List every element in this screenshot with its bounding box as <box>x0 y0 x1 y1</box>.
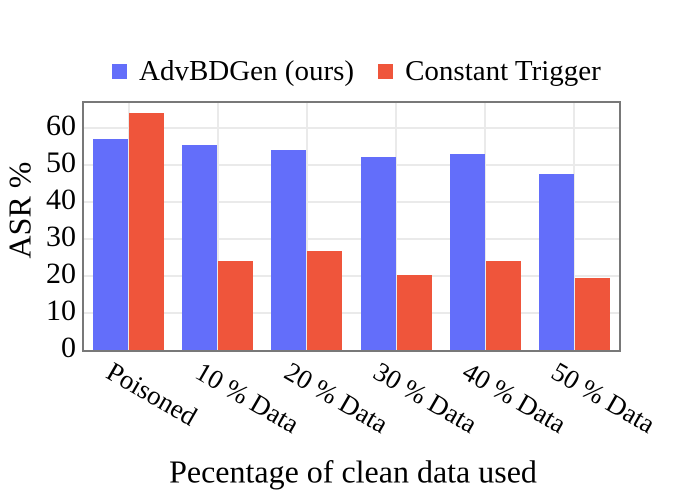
bar-advbdgen-1 <box>93 139 129 350</box>
y-tick-label-10: 10 <box>46 294 76 328</box>
gridline-vertical-3 <box>305 103 308 350</box>
plot-area <box>82 101 621 352</box>
bar-constant-trigger-1 <box>129 113 165 350</box>
bar-constant-trigger-5 <box>485 260 521 350</box>
legend: AdvBDGen (ours) Constant Trigger <box>112 55 601 87</box>
gridline-vertical-1 <box>127 103 130 350</box>
gridline-vertical-5 <box>484 103 487 350</box>
y-tick-label-60: 60 <box>46 109 76 143</box>
y-tick-label-0: 0 <box>61 331 76 364</box>
gridline-horizontal-50 <box>84 164 619 167</box>
x-tick-label-6: 50 % Data <box>546 356 661 440</box>
bar-advbdgen-6 <box>538 174 574 350</box>
legend-swatch-red-icon <box>378 63 394 79</box>
y-tick-label-40: 40 <box>46 183 76 217</box>
gridline-horizontal-60 <box>84 127 619 130</box>
gridline-horizontal-40 <box>84 201 619 204</box>
x-axis-title: Pecentage of clean data used <box>169 453 537 490</box>
legend-label-advbdgen: AdvBDGen (ours) <box>139 55 355 87</box>
y-tick-label-30: 30 <box>46 220 76 254</box>
bar-advbdgen-3 <box>271 150 307 350</box>
bar-advbdgen-5 <box>449 154 485 350</box>
y-tick-label-20: 20 <box>46 257 76 291</box>
y-tick-label-50: 50 <box>46 146 76 180</box>
bar-constant-trigger-4 <box>396 274 432 350</box>
legend-item-constant-trigger: Constant Trigger <box>378 55 601 87</box>
gridline-vertical-4 <box>395 103 398 350</box>
legend-label-constant-trigger: Constant Trigger <box>405 55 601 87</box>
bar-constant-trigger-6 <box>574 277 610 350</box>
gridline-horizontal-20 <box>84 275 619 278</box>
gridline-horizontal-30 <box>84 238 619 241</box>
legend-item-advbdgen: AdvBDGen (ours) <box>112 55 354 87</box>
gridline-vertical-6 <box>573 103 576 350</box>
bar-constant-trigger-2 <box>218 260 254 350</box>
gridline-vertical-2 <box>216 103 219 350</box>
gridline-horizontal-10 <box>84 312 619 315</box>
x-tick-label-1: Poisoned <box>101 356 202 432</box>
legend-swatch-blue-icon <box>112 63 127 79</box>
bar-advbdgen-2 <box>182 144 218 350</box>
bar-constant-trigger-3 <box>307 250 343 350</box>
bar-advbdgen-4 <box>360 156 396 350</box>
